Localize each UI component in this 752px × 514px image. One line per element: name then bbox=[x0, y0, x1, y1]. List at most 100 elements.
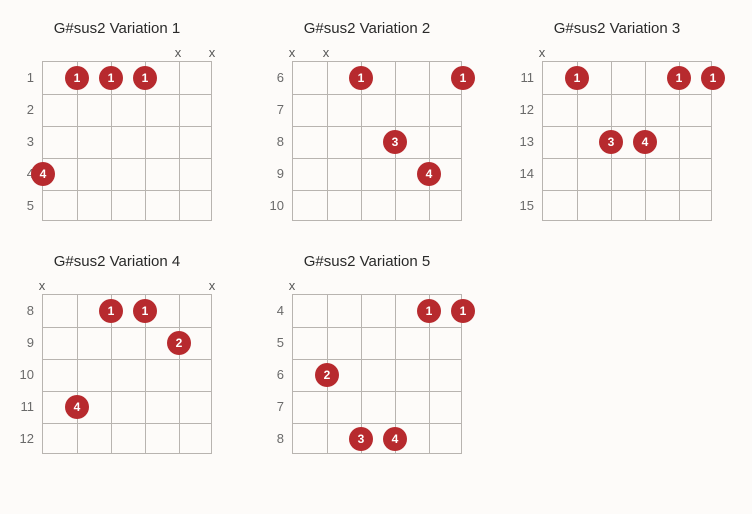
fretboard-wrap: 891011124112 bbox=[12, 294, 222, 454]
chord-title: G#sus2 Variation 2 bbox=[262, 20, 472, 37]
fret-label: 12 bbox=[12, 422, 42, 454]
fretboard-wrap: 111213141513411 bbox=[512, 61, 722, 221]
fret-label: 1 bbox=[12, 61, 42, 93]
fret-label: 8 bbox=[12, 294, 42, 326]
fret-line bbox=[43, 391, 211, 392]
fret-labels: 678910 bbox=[262, 61, 292, 221]
finger-dot: 1 bbox=[451, 299, 475, 323]
muted-row: xx bbox=[292, 47, 472, 61]
finger-dot: 4 bbox=[65, 395, 89, 419]
chord-title: G#sus2 Variation 5 bbox=[262, 253, 472, 270]
finger-dot: 1 bbox=[133, 66, 157, 90]
mute-mark: x bbox=[289, 45, 296, 60]
diagram: x45678 2 34 11 bbox=[262, 280, 472, 454]
muted-row: xx bbox=[42, 47, 222, 61]
finger-dot: 4 bbox=[383, 427, 407, 451]
chord-grid: G#sus2 Variation 1xx123454111G#sus2 Vari… bbox=[12, 20, 740, 454]
fret-label: 14 bbox=[512, 157, 542, 189]
fret-label: 10 bbox=[262, 189, 292, 221]
fret-labels: 45678 bbox=[262, 294, 292, 454]
fretboard: 1341 bbox=[292, 61, 462, 221]
fret-line bbox=[293, 359, 461, 360]
fret-label: 9 bbox=[262, 157, 292, 189]
string-line bbox=[327, 62, 328, 220]
fret-label: 8 bbox=[262, 125, 292, 157]
fret-line bbox=[43, 126, 211, 127]
fretboard-wrap: 45678 2 34 11 bbox=[262, 294, 472, 454]
chord-title: G#sus2 Variation 4 bbox=[12, 253, 222, 270]
chord-title: G#sus2 Variation 3 bbox=[512, 20, 722, 37]
fret-line bbox=[43, 327, 211, 328]
mute-mark: x bbox=[209, 45, 216, 60]
chord-diagram: G#sus2 Variation 3x111213141513411 bbox=[512, 20, 722, 221]
fret-labels: 89101112 bbox=[12, 294, 42, 454]
fret-line bbox=[43, 359, 211, 360]
fret-label: 10 bbox=[12, 358, 42, 390]
finger-dot: 3 bbox=[599, 130, 623, 154]
fretboard-wrap: 123454111 bbox=[12, 61, 222, 221]
fretboard: 13411 bbox=[542, 61, 712, 221]
chord-title: G#sus2 Variation 1 bbox=[12, 20, 222, 37]
fret-label: 11 bbox=[512, 61, 542, 93]
diagram: xx6789101341 bbox=[262, 47, 472, 221]
mute-mark: x bbox=[539, 45, 546, 60]
finger-dot: 1 bbox=[667, 66, 691, 90]
string-line bbox=[429, 62, 430, 220]
finger-dot: 1 bbox=[565, 66, 589, 90]
finger-dot: 3 bbox=[349, 427, 373, 451]
fret-label: 9 bbox=[12, 326, 42, 358]
muted-row: x bbox=[292, 280, 472, 294]
diagram: x111213141513411 bbox=[512, 47, 722, 221]
fret-line bbox=[293, 391, 461, 392]
finger-dot: 1 bbox=[349, 66, 373, 90]
finger-dot: 4 bbox=[31, 162, 55, 186]
fret-line bbox=[43, 423, 211, 424]
fretboard: 23411 bbox=[292, 294, 462, 454]
mute-mark: x bbox=[39, 278, 46, 293]
finger-dot: 3 bbox=[383, 130, 407, 154]
fret-line bbox=[293, 126, 461, 127]
mute-mark: x bbox=[323, 45, 330, 60]
fret-line bbox=[43, 94, 211, 95]
string-line bbox=[179, 295, 180, 453]
finger-dot: 1 bbox=[133, 299, 157, 323]
finger-dot: 1 bbox=[65, 66, 89, 90]
mute-mark: x bbox=[175, 45, 182, 60]
string-line bbox=[77, 295, 78, 453]
fret-label: 13 bbox=[512, 125, 542, 157]
fret-label: 7 bbox=[262, 93, 292, 125]
fretboard-wrap: 678910 1 34 1 bbox=[262, 61, 472, 221]
fret-label: 6 bbox=[262, 61, 292, 93]
fret-line bbox=[543, 126, 711, 127]
mute-mark: x bbox=[209, 278, 216, 293]
fret-labels: 1112131415 bbox=[512, 61, 542, 221]
finger-dot: 2 bbox=[315, 363, 339, 387]
finger-dot: 2 bbox=[167, 331, 191, 355]
finger-dot: 1 bbox=[451, 66, 475, 90]
fret-line bbox=[43, 190, 211, 191]
finger-dot: 1 bbox=[99, 66, 123, 90]
fret-line bbox=[43, 158, 211, 159]
fret-line bbox=[293, 327, 461, 328]
finger-dot: 1 bbox=[417, 299, 441, 323]
fret-label: 11 bbox=[12, 390, 42, 422]
finger-dot: 4 bbox=[417, 162, 441, 186]
fret-line bbox=[293, 423, 461, 424]
fret-line bbox=[293, 158, 461, 159]
fret-label: 15 bbox=[512, 189, 542, 221]
fret-labels: 12345 bbox=[12, 61, 42, 221]
muted-row: x bbox=[542, 47, 722, 61]
fret-line bbox=[293, 94, 461, 95]
chord-diagram: G#sus2 Variation 4xx891011124112 bbox=[12, 253, 222, 454]
finger-dot: 1 bbox=[99, 299, 123, 323]
fret-label: 8 bbox=[262, 422, 292, 454]
fret-label: 5 bbox=[12, 189, 42, 221]
muted-row: xx bbox=[42, 280, 222, 294]
fret-label: 5 bbox=[262, 326, 292, 358]
fret-label: 3 bbox=[12, 125, 42, 157]
fret-label: 6 bbox=[262, 358, 292, 390]
diagram: xx891011124112 bbox=[12, 280, 222, 454]
chord-diagram: G#sus2 Variation 1xx123454111 bbox=[12, 20, 222, 221]
chord-diagram: G#sus2 Variation 2xx6789101341 bbox=[262, 20, 472, 221]
finger-dot: 1 bbox=[701, 66, 725, 90]
